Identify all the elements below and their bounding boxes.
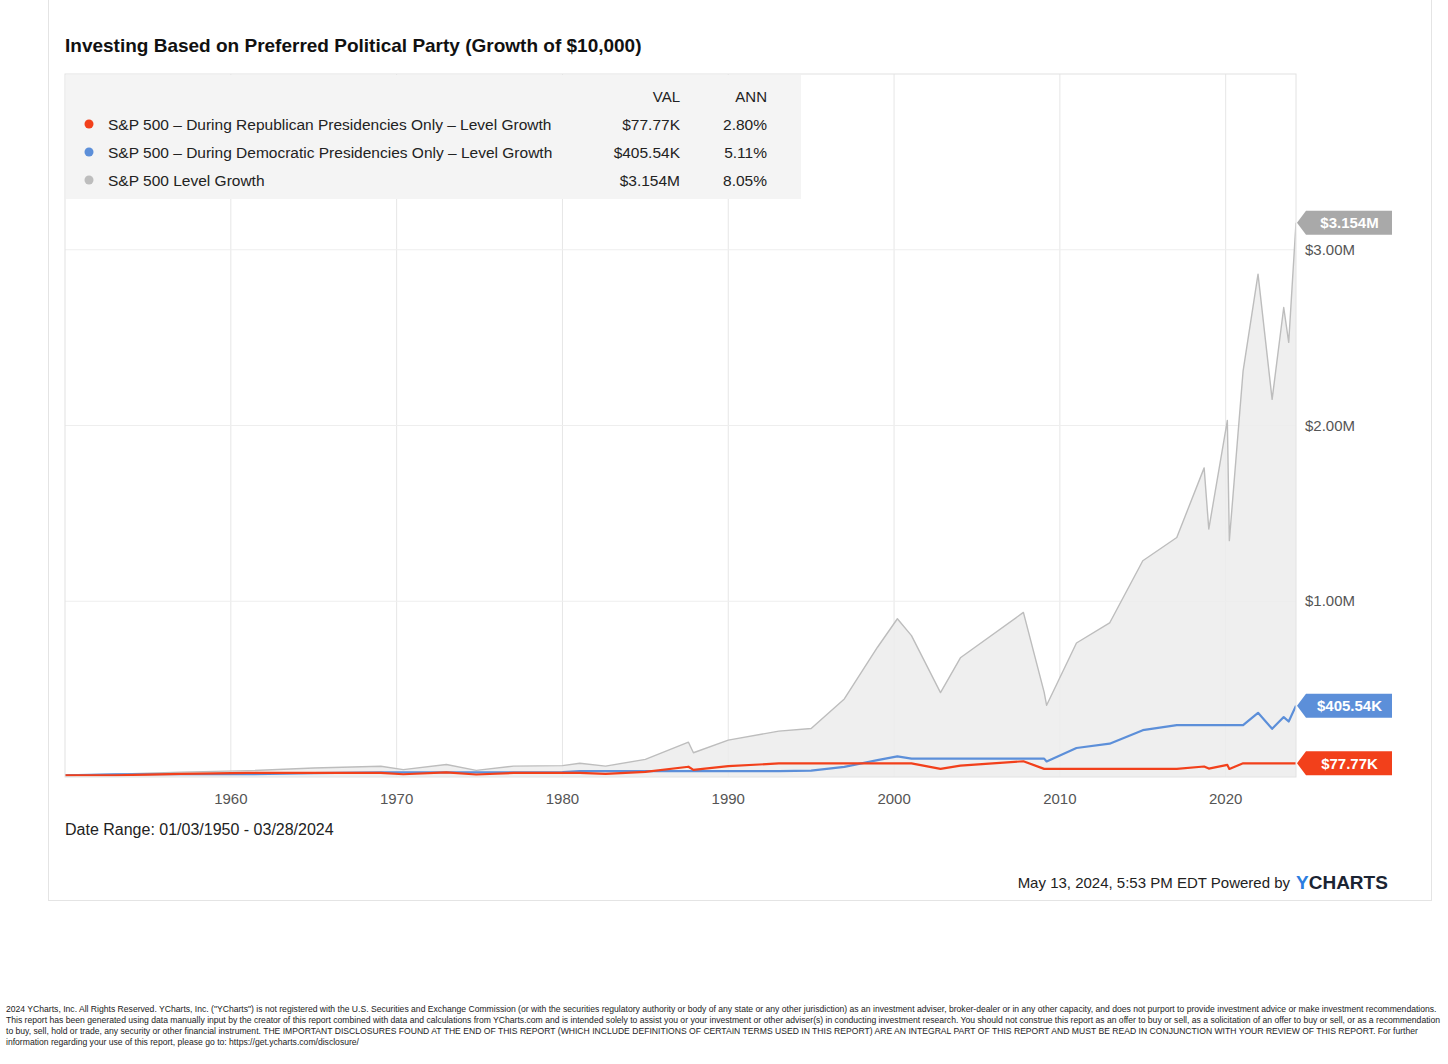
- brand-rest: CHARTS: [1309, 872, 1388, 893]
- plot-background: [65, 74, 1296, 777]
- x-tick-label: 2010: [1043, 790, 1076, 807]
- y-tick-label: $1.00M: [1305, 592, 1355, 609]
- y-grid-line: [65, 249, 1296, 250]
- legend-value: 8.05%: [723, 172, 767, 189]
- chart: Investing Based on Preferred Political P…: [0, 0, 1448, 1064]
- y-tick-label: $2.00M: [1305, 417, 1355, 434]
- legend-value: $3.154M: [620, 172, 680, 189]
- x-tick-label: 2000: [877, 790, 910, 807]
- end-tag-label: $3.154M: [1320, 214, 1378, 231]
- end-tag-label: $77.77K: [1321, 755, 1378, 772]
- brand: YCHARTS: [1296, 872, 1388, 893]
- x-tick-label: 1990: [712, 790, 745, 807]
- legend-marker: [85, 120, 94, 129]
- legend-label: S&P 500 – During Democratic Presidencies…: [108, 144, 552, 161]
- y-grid-line: [65, 425, 1296, 426]
- legend-column-header: VAL: [653, 88, 680, 105]
- brand-initial: Y: [1296, 872, 1309, 893]
- legend-value: 2.80%: [723, 116, 767, 133]
- y-grid-line: [65, 601, 1296, 602]
- plot-frame: [65, 74, 1296, 777]
- end-tag: [1297, 751, 1392, 775]
- legend-value: $405.54K: [614, 144, 681, 161]
- legend-label: S&P 500 – During Republican Presidencies…: [108, 116, 551, 133]
- legend-marker: [85, 176, 94, 185]
- area-line: [65, 223, 1296, 776]
- legend-column-header: ANN: [735, 88, 767, 105]
- end-tag: [1297, 211, 1392, 235]
- legend-value: $77.77K: [622, 116, 680, 133]
- x-tick-label: 1980: [546, 790, 579, 807]
- legend-value: 5.11%: [724, 144, 767, 161]
- series-line: [65, 761, 1296, 775]
- x-tick-label: 1970: [380, 790, 413, 807]
- area-fill: [65, 223, 1296, 777]
- legend-box: [66, 75, 801, 199]
- legend-label: S&P 500 Level Growth: [108, 172, 265, 189]
- x-tick-label: 1960: [214, 790, 247, 807]
- x-tick-label: 2020: [1209, 790, 1242, 807]
- series-line: [65, 706, 1296, 776]
- disclaimer: 2024 YCharts, Inc. All Rights Reserved. …: [6, 1004, 1442, 1048]
- title: Investing Based on Preferred Political P…: [65, 35, 642, 56]
- timestamp: May 13, 2024, 5:53 PM EDT Powered by: [1018, 874, 1291, 891]
- end-tag-label: $405.54K: [1317, 697, 1382, 714]
- legend: VAL ANN S&P 500 – During Republican Presid…: [66, 75, 801, 199]
- legend-marker: [85, 148, 94, 157]
- series-group: [65, 223, 1296, 777]
- annotation: Date Range: 01/03/1950 - 03/28/2024: [65, 821, 334, 838]
- end-tag: [1297, 694, 1392, 718]
- y-tick-label: $3.00M: [1305, 241, 1355, 258]
